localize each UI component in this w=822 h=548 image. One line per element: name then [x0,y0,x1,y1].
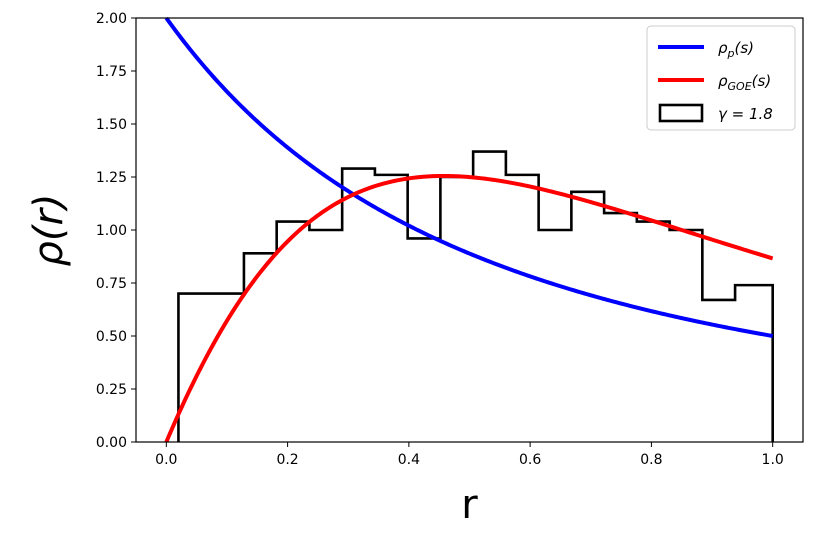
y-tick-label: 0.00 [96,435,127,451]
y-axis-label: ρ(r) [26,193,72,266]
y-tick-label: 2.00 [96,11,127,27]
y-tick-label: 0.25 [96,382,127,398]
x-tick-label: 0.8 [640,452,662,468]
legend: ρp(s) ρGOE(s) γ = 1.8 [646,25,796,131]
legend-label: ρGOE(s) [718,72,771,93]
y-tick-label: 1.75 [96,64,127,80]
legend-label: γ = 1.8 [718,105,773,123]
x-axis-label: r [461,482,478,528]
curve-rho-p [164,16,774,338]
legend-label: ρp(s) [718,39,754,60]
x-tick-label: 0.2 [276,452,298,468]
legend-box-swatch [658,103,704,123]
curve-rho-goe [164,173,774,443]
y-axis: 0.00 0.25 0.50 0.75 1.00 1.25 1.50 1.75 2.00 [96,11,136,451]
plot-area [164,16,774,443]
y-tick-label: 1.00 [96,223,127,239]
x-tick-label: 1.0 [762,452,784,468]
y-tick-label: 1.50 [96,117,127,133]
x-tick-label: 0.0 [155,452,177,468]
y-tick-label: 0.50 [96,329,127,345]
x-tick-label: 0.6 [519,452,541,468]
y-tick-label: 0.75 [96,276,127,292]
x-tick-label: 0.4 [398,452,420,468]
x-axis: 0.0 0.2 0.4 0.6 0.8 1.0 [155,442,784,468]
histogram-gamma-1.8 [177,150,774,442]
y-tick-label: 1.25 [96,170,127,186]
